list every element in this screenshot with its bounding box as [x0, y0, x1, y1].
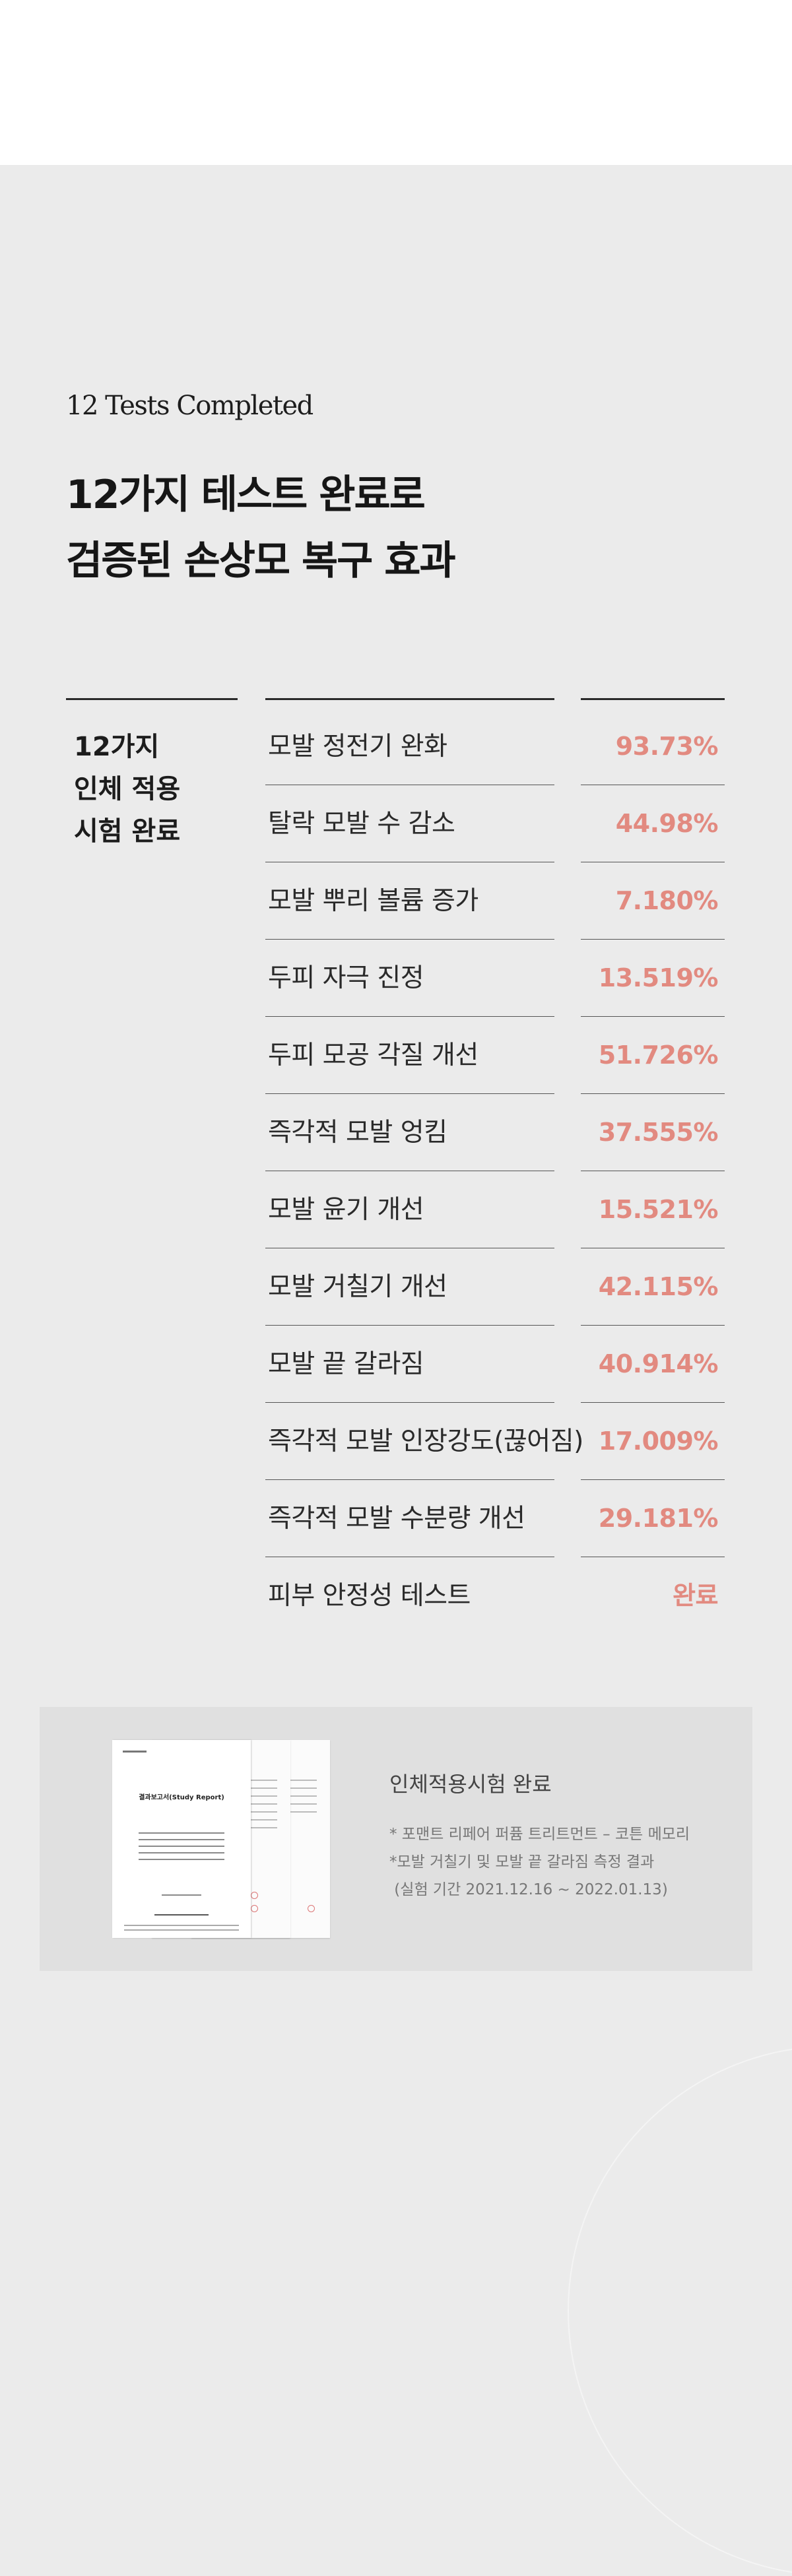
tests-summary-label: 12가지 인체 적용 시험 완료 — [74, 726, 180, 853]
document-text-line — [139, 1846, 224, 1847]
result-name: 즉각적 모발 엉킴 — [268, 1118, 447, 1147]
report-title: 인체적용시험 완료 — [389, 1772, 552, 1797]
report-note-line-3: (실험 기간 2021.12.16 ~ 2022.01.13) — [389, 1881, 668, 1898]
tests-summary-line-2: 인체 적용 — [74, 774, 181, 804]
result-value: 37.555% — [598, 1118, 719, 1147]
document-footer-line — [124, 1925, 239, 1926]
row-divider — [581, 1016, 725, 1017]
result-name: 모발 윤기 개선 — [268, 1195, 424, 1225]
section-eyebrow: 12 Tests Completed — [66, 391, 314, 421]
result-row: 피부 안정성 테스트 완료 — [0, 1557, 792, 1634]
result-value: 완료 — [673, 1581, 718, 1610]
document-text-line — [139, 1852, 224, 1853]
result-value: 51.726% — [598, 1041, 719, 1070]
result-name: 모발 뿌리 볼륨 증가 — [268, 886, 478, 916]
row-divider — [581, 1093, 725, 1094]
result-row: 모발 거칠기 개선 42.115% — [0, 1248, 792, 1326]
row-divider — [265, 1402, 554, 1403]
result-value: 42.115% — [598, 1272, 719, 1301]
result-value: 17.009% — [598, 1427, 719, 1456]
name-column-rule — [265, 698, 554, 700]
result-row: 즉각적 모발 엉킴 37.555% — [0, 1094, 792, 1171]
document-page-front: 결과보고서(Study Report) — [112, 1740, 251, 1938]
row-divider — [581, 939, 725, 940]
top-white-band — [0, 0, 792, 165]
row-divider — [581, 1402, 725, 1403]
result-name: 모발 정전기 완화 — [268, 732, 447, 761]
document-institute-name — [154, 1914, 209, 1916]
row-divider — [265, 1479, 554, 1480]
tests-summary-line-1: 12가지 — [74, 732, 160, 762]
result-row: 모발 윤기 개선 15.521% — [0, 1171, 792, 1248]
result-row: 모발 뿌리 볼륨 증가 7.180% — [0, 862, 792, 940]
headline-line-1: 12가지 테스트 완료로 — [66, 472, 426, 518]
result-value: 13.519% — [598, 963, 719, 992]
result-row: 두피 모공 각질 개선 51.726% — [0, 1017, 792, 1094]
result-name: 모발 끝 갈라짐 — [268, 1349, 424, 1379]
row-divider — [265, 1325, 554, 1326]
result-value: 7.180% — [615, 886, 719, 915]
decorative-arc — [568, 2045, 792, 2576]
row-divider — [265, 939, 554, 940]
result-value: 93.73% — [615, 732, 719, 761]
result-value: 29.181% — [598, 1504, 719, 1533]
result-name: 즉각적 모발 수분량 개선 — [268, 1504, 525, 1533]
document-text-line — [139, 1832, 224, 1834]
row-divider — [265, 1016, 554, 1017]
result-name: 탈락 모발 수 감소 — [268, 809, 455, 839]
headline-line-2: 검증된 손상모 복구 효과 — [66, 538, 456, 584]
document-text-line — [139, 1859, 224, 1860]
report-note-line-2: *모발 거칠기 및 모발 끝 갈라짐 측정 결과 — [389, 1853, 655, 1871]
result-row: 모발 끝 갈라짐 40.914% — [0, 1326, 792, 1403]
tests-summary-line-3: 시험 완료 — [74, 816, 181, 847]
result-name: 즉각적 모발 인장강도(끊어짐) — [268, 1427, 583, 1456]
row-divider — [265, 1093, 554, 1094]
section-headline: 12가지 테스트 완료로 검증된 손상모 복구 효과 — [66, 462, 456, 594]
document-text-line — [139, 1839, 224, 1840]
document-header-mark — [123, 1751, 147, 1753]
result-row: 즉각적 모발 수분량 개선 29.181% — [0, 1480, 792, 1557]
value-column-rule — [581, 698, 725, 700]
row-divider — [581, 1479, 725, 1480]
result-row: 탈락 모발 수 감소 44.98% — [0, 785, 792, 862]
document-title: 결과보고서(Study Report) — [139, 1794, 224, 1801]
report-note-line-1: * 포맨트 리페어 퍼퓸 트리트먼트 – 코튼 메모리 — [389, 1826, 690, 1843]
row-divider — [581, 1325, 725, 1326]
label-column-rule — [66, 698, 238, 700]
report-notes: * 포맨트 리페어 퍼퓸 트리트먼트 – 코튼 메모리 *모발 거칠기 및 모발… — [389, 1820, 690, 1904]
result-row: 모발 정전기 완화 93.73% — [0, 708, 792, 785]
document-date-line — [162, 1894, 201, 1896]
study-report-box: 결과보고서(Study Report) 인체적용시험 완료 * 포맨트 리페어 … — [40, 1707, 752, 1971]
result-value: 44.98% — [615, 809, 719, 838]
result-name: 피부 안정성 테스트 — [268, 1581, 471, 1611]
result-name: 두피 모공 각질 개선 — [268, 1041, 478, 1070]
document-footer-line — [124, 1929, 239, 1931]
result-row: 즉각적 모발 인장강도(끊어짐) 17.009% — [0, 1403, 792, 1480]
result-name: 두피 자극 진정 — [268, 963, 424, 993]
result-row: 두피 자극 진정 13.519% — [0, 940, 792, 1017]
result-value: 40.914% — [598, 1349, 719, 1378]
study-report-document-image: 결과보고서(Study Report) — [112, 1740, 330, 1938]
result-name: 모발 거칠기 개선 — [268, 1272, 447, 1302]
result-value: 15.521% — [598, 1195, 719, 1224]
